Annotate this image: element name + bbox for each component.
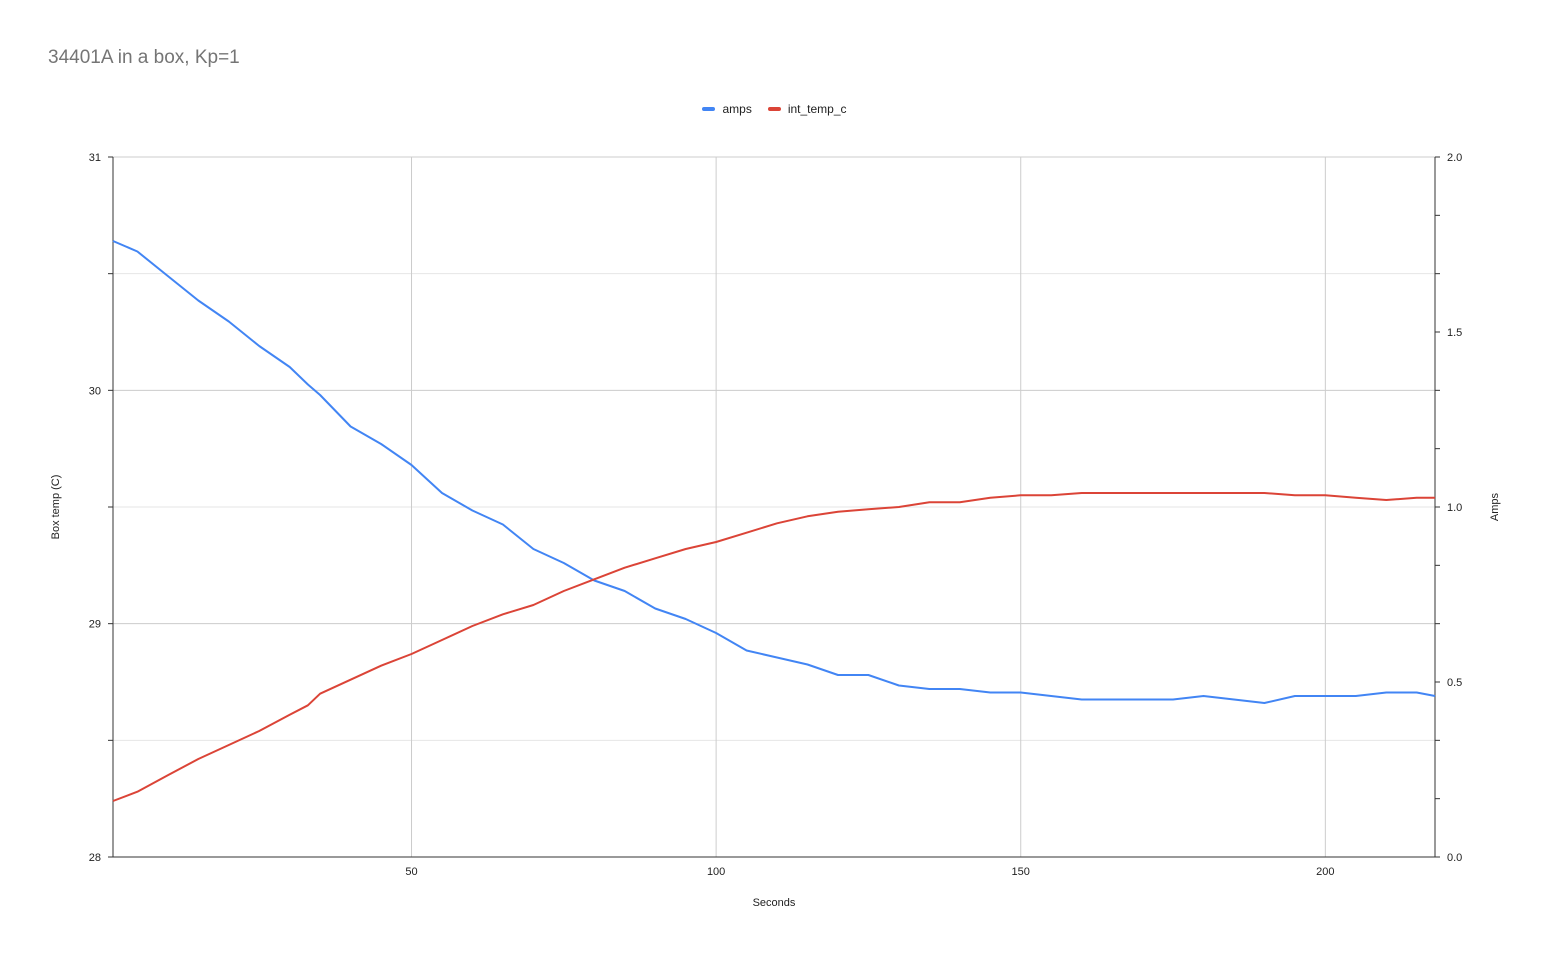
y-right-tick-label: 1.5 <box>1447 327 1462 339</box>
series-line-amps <box>112 240 1436 704</box>
x-tick-label: 100 <box>707 866 725 878</box>
y-axis-left-title: Box temp (C) <box>50 475 62 540</box>
chart-title: 34401A in a box, Kp=1 <box>48 47 240 68</box>
legend-item-int-temp[interactable]: int_temp_c <box>767 102 847 116</box>
y-left-tick-label: 30 <box>89 385 101 397</box>
legend-label-amps: amps <box>722 102 752 116</box>
y-right-tick-label: 0.0 <box>1447 852 1462 864</box>
x-axis-title: Seconds <box>753 897 796 909</box>
series-layer <box>112 240 1436 802</box>
legend: amps int_temp_c <box>0 102 1549 116</box>
y-left-tick-label: 29 <box>89 619 101 631</box>
tick-labels: 28 29 30 31 0.0 0.5 1.0 1.5 2.0 50 100 150 200 <box>89 152 1463 878</box>
legend-swatch-int-temp <box>767 107 781 111</box>
series-line-int-temp-c <box>112 492 1435 802</box>
gridlines <box>113 156 1435 858</box>
y-right-tick-label: 0.5 <box>1447 677 1462 689</box>
y-left-tick-label: 31 <box>89 152 101 164</box>
x-tick-label: 50 <box>405 866 417 878</box>
y-right-tick-label: 1.0 <box>1447 502 1462 514</box>
legend-item-amps[interactable]: amps <box>702 102 752 116</box>
y-right-tick-label: 2.0 <box>1447 152 1462 164</box>
y-left-tick-label: 28 <box>89 852 101 864</box>
legend-swatch-amps <box>702 107 716 111</box>
axes <box>108 156 1440 858</box>
x-tick-label: 150 <box>1012 866 1030 878</box>
legend-label-int-temp: int_temp_c <box>787 102 847 116</box>
x-tick-label: 200 <box>1316 866 1334 878</box>
y-axis-right-title: Amps <box>1489 492 1501 521</box>
